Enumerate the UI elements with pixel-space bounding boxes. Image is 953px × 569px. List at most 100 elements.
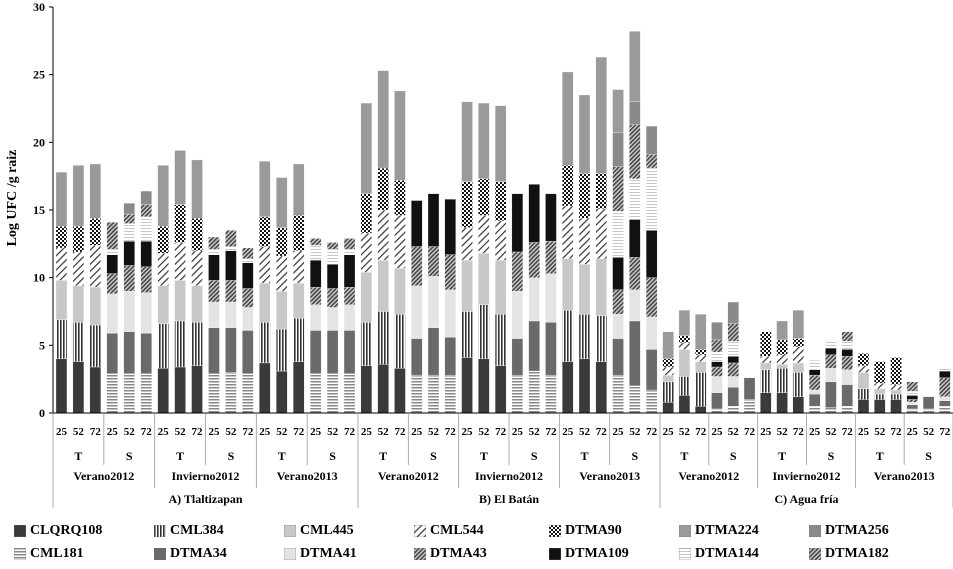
x-tick-label: 72 [842, 426, 854, 438]
bar-segment [157, 368, 169, 414]
bar-segment [792, 396, 805, 414]
bar-segment [242, 258, 254, 263]
x-tick-label: 25 [809, 426, 821, 438]
group-label: S [228, 449, 235, 463]
bar-segment [612, 338, 624, 376]
bar-segment [792, 372, 805, 397]
legend-swatch [14, 525, 26, 537]
x-tick-label: 52 [923, 426, 935, 438]
bar-segment [123, 291, 135, 332]
bar-segment [825, 341, 837, 349]
bar-segment [711, 339, 723, 353]
bar-segment [612, 257, 624, 290]
legend-swatch [154, 548, 166, 560]
x-tick-label: 25 [711, 426, 723, 438]
bar-segment [890, 384, 902, 391]
bar-segment [776, 339, 788, 355]
bar-segment [377, 259, 389, 312]
bar-segment [906, 402, 918, 406]
bar-segment [808, 406, 821, 414]
bar-segment [478, 304, 490, 360]
bar-segment [326, 242, 339, 250]
x-tick-label: 72 [242, 426, 254, 438]
bar-segment [645, 167, 658, 231]
legend-item: CML181 [14, 546, 84, 562]
bar-segment [629, 101, 641, 125]
bar-segment [89, 163, 102, 219]
bar-segment [695, 406, 707, 414]
bar-segment [123, 213, 135, 224]
bar-segment [612, 314, 624, 339]
bar-segment [711, 408, 723, 414]
group-label: T [680, 449, 688, 463]
bar-segment [578, 263, 591, 315]
bar-segment [140, 216, 152, 242]
x-tick-label: 72 [646, 426, 658, 438]
bar-segment [309, 245, 322, 261]
bar-segment [494, 181, 507, 221]
bar-segment [360, 322, 373, 366]
bar-segment [528, 320, 540, 372]
bar-segment [242, 330, 254, 374]
site-label: C) Agua fría [775, 492, 839, 506]
bar-segment [55, 226, 68, 249]
bar-segment [695, 349, 707, 355]
bar-segment [906, 408, 918, 414]
legend-item: CML445 [284, 523, 354, 539]
bar-segment [494, 259, 507, 315]
legend-item: DTMA224 [679, 523, 759, 539]
bar-segment [841, 384, 853, 407]
bar-segment [55, 171, 68, 227]
bar-segment [494, 365, 507, 414]
bar-segment [157, 165, 169, 227]
bar-segment [545, 374, 557, 414]
x-tick-label: 52 [276, 426, 288, 438]
x-tick-label: 72 [695, 426, 707, 438]
bar-segment [662, 381, 674, 403]
legend-item: DTMA256 [809, 523, 889, 539]
bar-segment [578, 358, 591, 414]
x-tick-label: 52 [73, 426, 85, 438]
bar-segment [711, 351, 723, 362]
x-tick-label: 72 [192, 426, 204, 438]
legend-label: DTMA43 [430, 546, 487, 561]
bar-segment [427, 276, 440, 328]
bar-segment [174, 204, 186, 243]
x-tick-label: 52 [225, 426, 237, 438]
season-label: Verano2012 [678, 469, 739, 483]
legend-item: DTMA43 [414, 546, 487, 562]
x-tick-label: 72 [90, 426, 102, 438]
bar-segment [776, 392, 788, 414]
bar-segment [309, 286, 322, 305]
x-tick-label: 72 [939, 426, 951, 438]
bar-segment [825, 347, 837, 355]
bar-segment [562, 309, 574, 362]
bar-segment [309, 238, 322, 246]
legend-swatch [809, 525, 821, 537]
bar-segment [259, 246, 271, 284]
legend-item: CML544 [414, 523, 484, 539]
legend-label: DTMA256 [825, 523, 889, 538]
group-label: T [176, 449, 184, 463]
bar-segment [662, 331, 674, 360]
x-tick-label: 25 [208, 426, 220, 438]
bar-segment [106, 222, 118, 250]
season-label: Verano2013 [277, 469, 338, 483]
bar-segment [461, 259, 473, 312]
bar-segment [461, 311, 473, 358]
bar-segment [645, 277, 658, 318]
bar-segment [106, 293, 118, 334]
x-tick-label: 72 [596, 426, 608, 438]
bar-segment [89, 286, 102, 326]
bar-segment [72, 165, 85, 227]
bar-segment [841, 369, 853, 385]
x-tick-label: 25 [907, 426, 919, 438]
bar-segment [326, 288, 339, 308]
bar-segment [225, 327, 237, 373]
bar-segment [841, 406, 853, 414]
bar-segment [595, 258, 607, 316]
season-label: Invierno2012 [475, 469, 543, 483]
bar-segment [906, 391, 918, 396]
legend-swatch [549, 548, 561, 560]
x-tick-label: 72 [495, 426, 507, 438]
